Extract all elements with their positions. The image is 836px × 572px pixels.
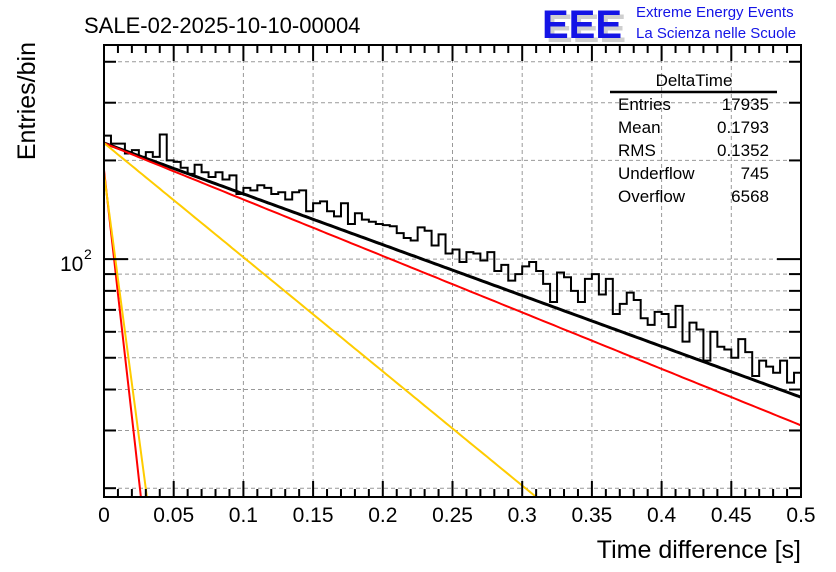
curve-medium-component <box>103 142 537 498</box>
y-tick-label-exponent: 2 <box>84 246 92 262</box>
stats-row-underflow: Underflow 745 <box>618 164 769 183</box>
x-tick-label: 0.1 <box>229 504 258 527</box>
x-tick-label: 0.3 <box>508 504 537 527</box>
stats-row-mean: Mean 0.1793 <box>618 118 769 137</box>
stats-box: DeltaTime Entries 17935 Mean 0.1793 RMS … <box>610 71 777 206</box>
stats-value: 745 <box>741 164 769 183</box>
x-tick-label: 0.45 <box>711 504 752 527</box>
fit-curves <box>103 141 802 498</box>
stats-row-rms: RMS 0.1352 <box>618 141 769 160</box>
stats-label: RMS <box>618 141 656 160</box>
stats-value: 0.1793 <box>717 118 769 137</box>
x-tick-label: 0 <box>98 504 110 527</box>
logo-line-1: Extreme Energy Events <box>636 4 794 21</box>
x-tick-label: 0.15 <box>293 504 334 527</box>
stats-label: Entries <box>618 95 671 114</box>
curve-slow-component <box>103 142 802 427</box>
histogram-outline <box>104 133 801 384</box>
stats-title: DeltaTime <box>656 71 733 90</box>
logo-line-2: La Scienza nelle Scuole <box>636 25 796 42</box>
eee-logo-mark: EEE EEE <box>542 3 626 51</box>
axis-ticks <box>103 45 802 497</box>
chart-title: SALE-02-2025-10-10-00004 <box>84 13 360 38</box>
eee-logo: EEE EEE Extreme Energy Events La Scienza… <box>542 3 796 51</box>
stats-value: 0.1352 <box>717 141 769 160</box>
eee-logo-letters: EEE <box>542 3 622 47</box>
x-tick-label: 0.4 <box>647 504 677 527</box>
stats-value: 17935 <box>722 95 769 114</box>
y-tick-label-100: 10 2 <box>60 246 92 276</box>
y-tick-label-base: 10 <box>60 253 83 276</box>
x-tick-label: 0.05 <box>153 504 194 527</box>
stats-value: 6568 <box>731 187 769 206</box>
x-tick-label: 0.35 <box>571 504 612 527</box>
stats-label: Underflow <box>618 164 695 183</box>
x-tick-labels: 0 0.05 0.1 0.15 0.2 0.25 0.3 0.35 0.4 0.45 0.5 <box>98 504 815 527</box>
stats-row-overflow: Overflow 6568 <box>618 187 769 206</box>
stats-label: Mean <box>618 118 661 137</box>
curve-fast-component-yellow <box>103 173 148 498</box>
x-tick-label: 0.2 <box>368 504 397 527</box>
x-tick-label: 0.25 <box>432 504 473 527</box>
eee-logo-shadow: EEE <box>546 7 626 51</box>
stats-label: Overflow <box>618 187 686 206</box>
stats-row-entries: Entries 17935 <box>618 95 769 114</box>
x-axis-title: Time difference [s] <box>597 536 801 564</box>
curve-total-fit <box>103 141 802 399</box>
y-axis-title: Entries/bin <box>13 42 41 160</box>
histogram <box>104 133 801 384</box>
x-tick-label: 0.5 <box>786 504 815 527</box>
